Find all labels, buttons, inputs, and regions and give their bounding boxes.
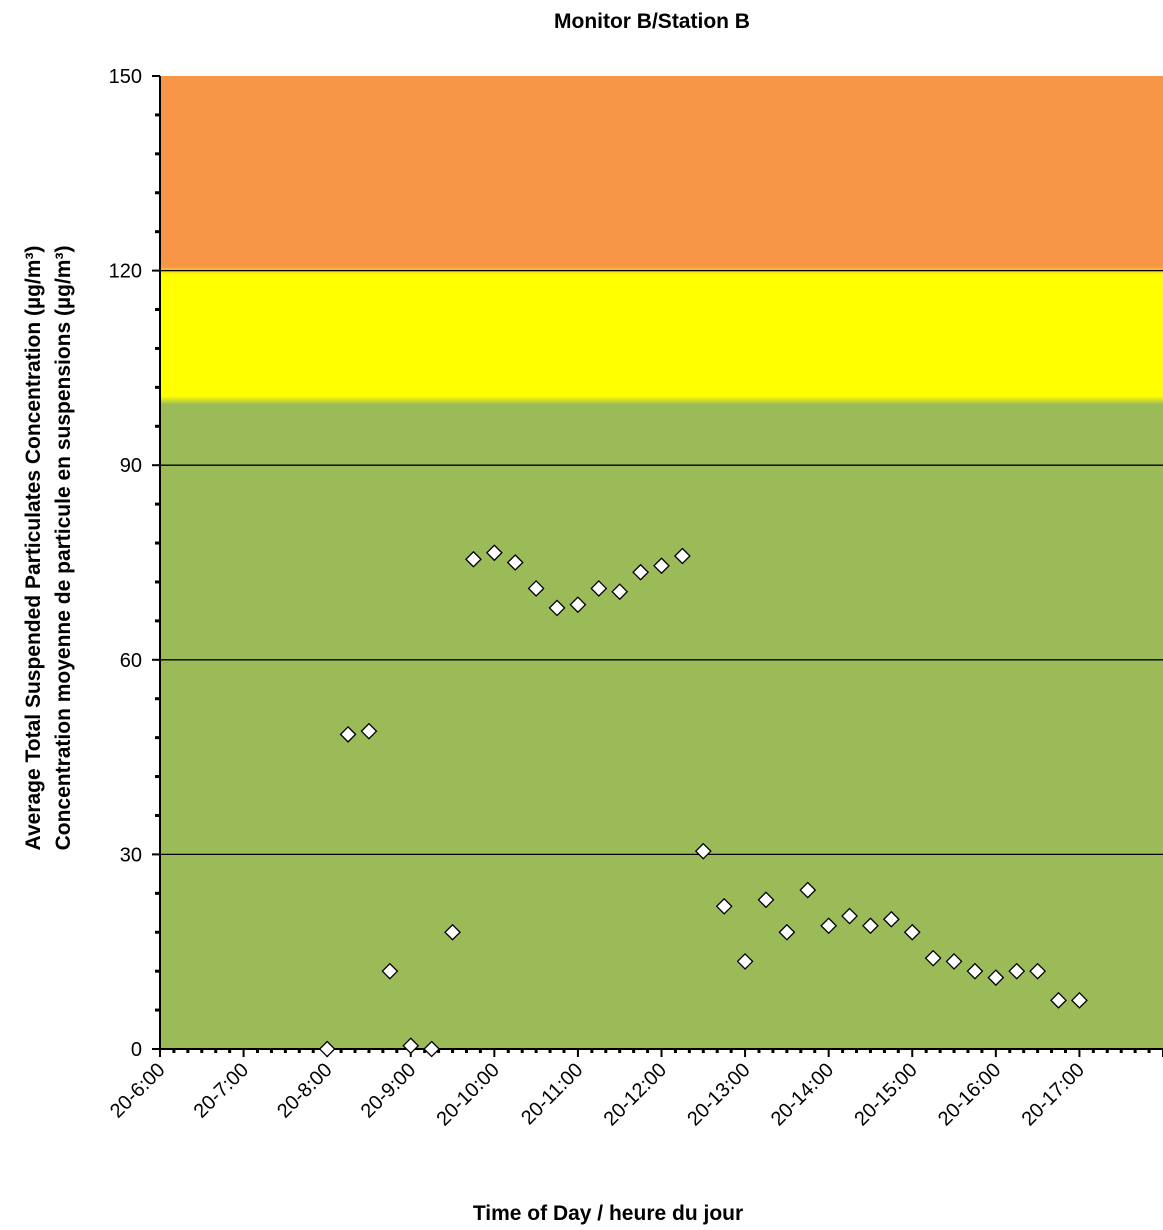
data-point xyxy=(924,949,942,967)
data-point xyxy=(820,917,838,935)
data-point xyxy=(903,923,921,941)
x-tick-label: 20-9:00 xyxy=(357,1059,421,1123)
data-point xyxy=(966,962,984,980)
data-point xyxy=(694,842,712,860)
data-point xyxy=(799,881,817,899)
data-point xyxy=(360,722,378,740)
data-point xyxy=(485,544,503,562)
data-point xyxy=(423,1040,441,1058)
data-point xyxy=(611,583,629,601)
data-point xyxy=(1050,991,1067,1009)
y-tick-label: 0 xyxy=(131,1039,142,1061)
x-tick-label: 20-14:00 xyxy=(767,1059,838,1130)
data-points xyxy=(318,544,1088,1058)
data-point xyxy=(632,563,650,581)
data-point xyxy=(757,891,775,909)
data-point xyxy=(673,547,691,565)
y-tick-label: 150 xyxy=(109,66,142,88)
y-axis-title-line1: Average Total Suspended Particulates Con… xyxy=(22,246,45,851)
y-axis-ticks: 0 30 60 90 120 150 xyxy=(109,66,160,1061)
data-point xyxy=(987,969,1005,987)
x-tick-label: 20-6:00 xyxy=(106,1059,170,1123)
y-axis-title-line2: Concentration moyenne de particule en su… xyxy=(52,246,75,851)
gridlines xyxy=(160,269,1163,856)
data-point xyxy=(569,596,587,614)
x-tick-label: 20-11:00 xyxy=(517,1059,587,1129)
data-point xyxy=(590,580,608,597)
data-point xyxy=(506,554,524,571)
data-point xyxy=(1008,962,1026,980)
data-point xyxy=(653,557,670,575)
data-point xyxy=(339,725,357,743)
data-point xyxy=(841,907,858,925)
x-tick-label: 20-8:00 xyxy=(273,1059,337,1123)
data-point xyxy=(945,953,963,970)
data-point xyxy=(444,923,461,941)
x-tick-label: 20-12:00 xyxy=(600,1059,671,1130)
x-axis-title: Time of Day / heure du jour xyxy=(473,1202,743,1225)
data-point xyxy=(1029,962,1047,980)
data-point xyxy=(1071,991,1088,1009)
data-point xyxy=(318,1040,336,1058)
data-point xyxy=(736,953,754,970)
x-tick-label: 20-10:00 xyxy=(432,1059,503,1130)
x-tick-label: 20-15:00 xyxy=(850,1059,921,1130)
data-point xyxy=(862,917,879,935)
y-tick-label: 120 xyxy=(109,261,142,283)
y-tick-label: 30 xyxy=(120,844,142,866)
data-point xyxy=(527,580,545,597)
data-point xyxy=(882,910,900,928)
data-point xyxy=(402,1037,420,1055)
data-point xyxy=(548,599,566,617)
y-tick-label: 90 xyxy=(120,455,142,477)
data-point xyxy=(715,897,733,915)
x-tick-label: 20-13:00 xyxy=(683,1059,754,1130)
data-point xyxy=(381,962,399,980)
x-axis-ticks: 20-6:00 20-7:00 20-8:00 20-9:00 20-10:00 20-1… xyxy=(106,1049,1163,1130)
x-tick-label: 20-7:00 xyxy=(190,1059,254,1123)
chart-title: Monitor B/Station B xyxy=(554,10,750,33)
y-tick-label: 60 xyxy=(120,650,142,672)
data-point xyxy=(778,923,796,941)
x-tick-label: 20-17:00 xyxy=(1018,1059,1089,1130)
x-tick-label: 20-16:00 xyxy=(934,1059,1005,1130)
data-point xyxy=(465,550,482,568)
